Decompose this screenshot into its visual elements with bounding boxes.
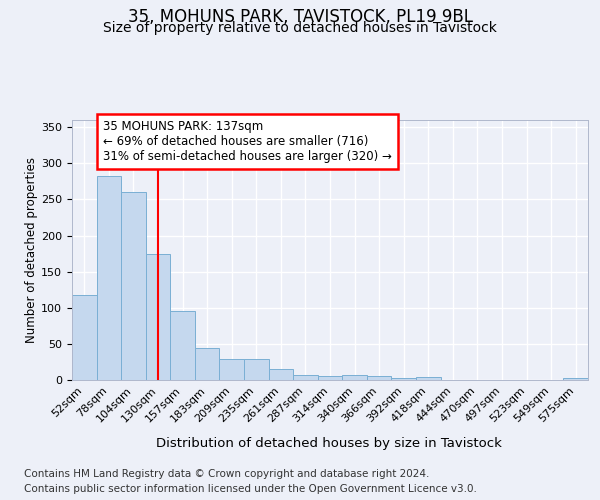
Bar	[416, 377, 440, 380]
Text: Contains public sector information licensed under the Open Government Licence v3: Contains public sector information licen…	[24, 484, 477, 494]
Bar	[72, 295, 97, 380]
Bar	[220, 359, 244, 380]
Bar	[391, 378, 416, 380]
Bar	[563, 378, 588, 380]
Text: 35 MOHUNS PARK: 137sqm
← 69% of detached houses are smaller (716)
31% of semi-de: 35 MOHUNS PARK: 137sqm ← 69% of detached…	[103, 120, 392, 163]
Bar	[146, 254, 170, 380]
Y-axis label: Number of detached properties: Number of detached properties	[25, 157, 38, 343]
Bar	[318, 376, 342, 380]
Text: Distribution of detached houses by size in Tavistock: Distribution of detached houses by size …	[156, 438, 502, 450]
Bar	[342, 375, 367, 380]
Text: Size of property relative to detached houses in Tavistock: Size of property relative to detached ho…	[103, 21, 497, 35]
Bar	[367, 376, 391, 380]
Bar	[293, 375, 318, 380]
Bar	[269, 369, 293, 380]
Bar	[97, 176, 121, 380]
Text: Contains HM Land Registry data © Crown copyright and database right 2024.: Contains HM Land Registry data © Crown c…	[24, 469, 430, 479]
Bar	[195, 348, 220, 380]
Bar	[121, 192, 146, 380]
Bar	[244, 359, 269, 380]
Text: 35, MOHUNS PARK, TAVISTOCK, PL19 9BL: 35, MOHUNS PARK, TAVISTOCK, PL19 9BL	[128, 8, 473, 26]
Bar	[170, 312, 195, 380]
